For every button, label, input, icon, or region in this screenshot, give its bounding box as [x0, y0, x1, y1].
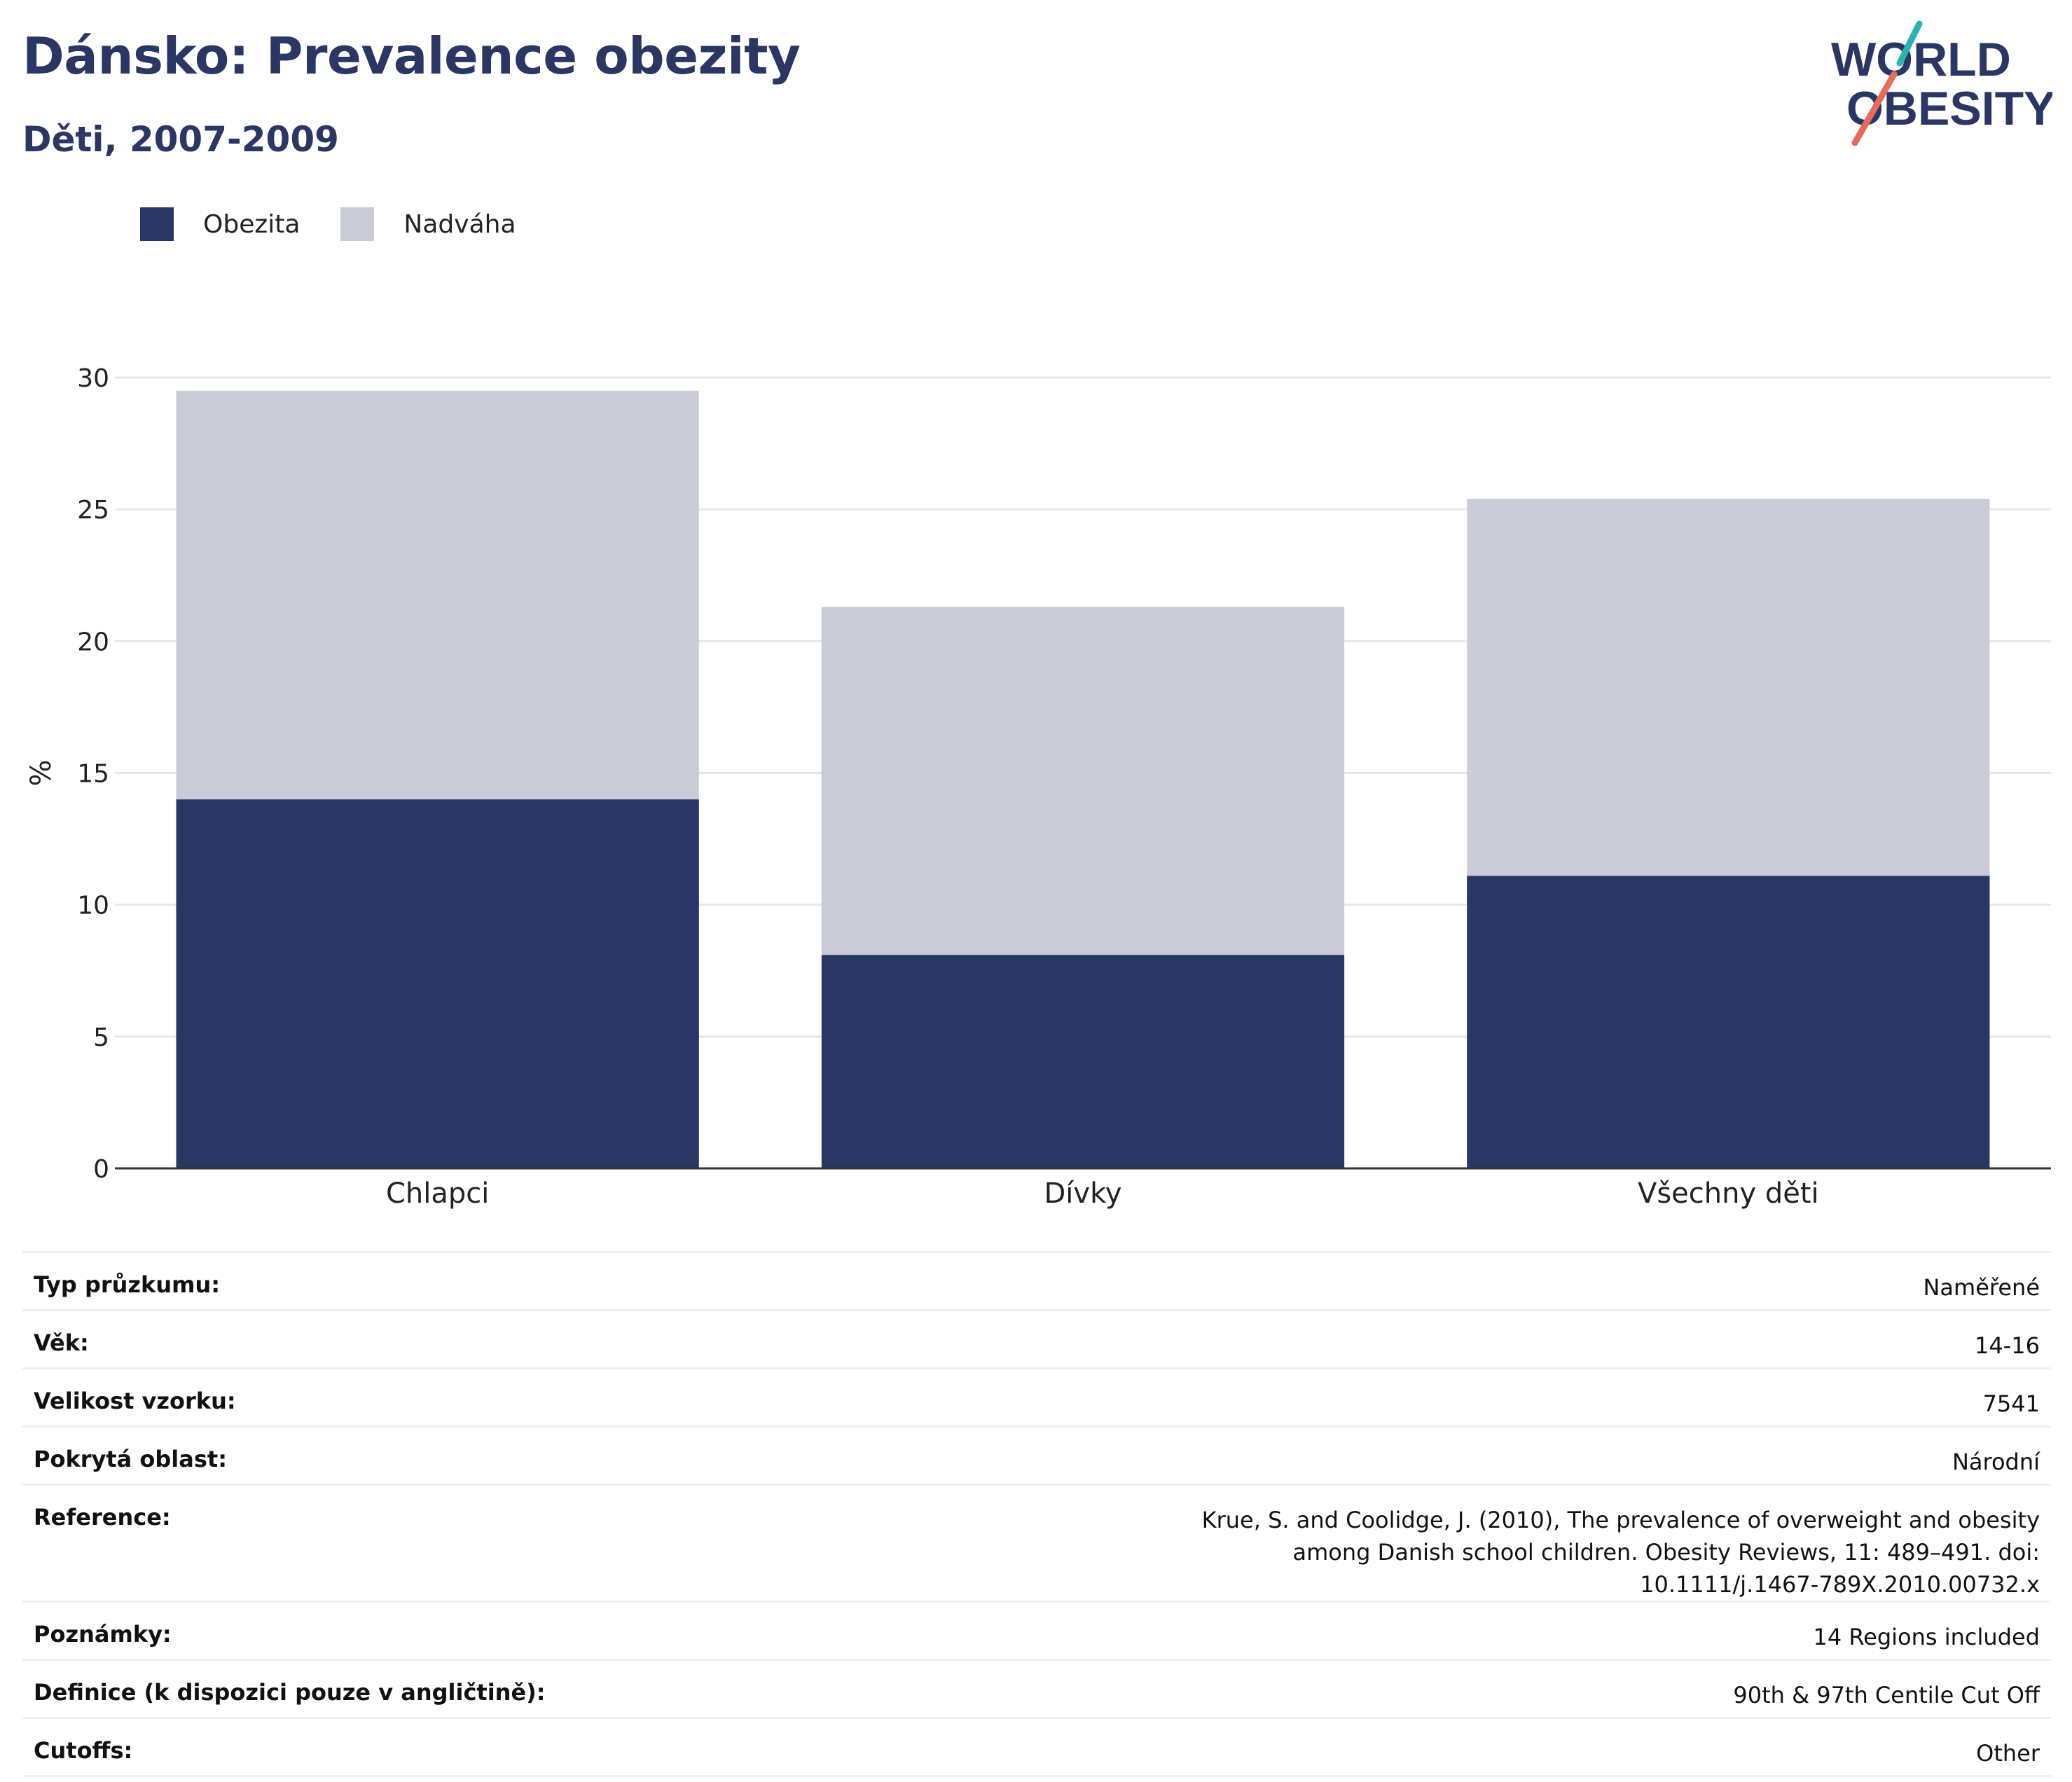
- logo-accent-bottom: [1851, 71, 1898, 146]
- logo-text-obesity: OBESITY: [1846, 82, 2052, 135]
- x-tick-label: Všechny děti: [1638, 1177, 1819, 1210]
- info-value: 14 Regions included: [556, 1601, 2051, 1660]
- info-row: Reference: Krue, S. and Coolidge, J. (20…: [22, 1484, 2051, 1602]
- y-tick-label: 15: [77, 760, 109, 789]
- info-row: Poznámky: 14 Regions included: [22, 1601, 2051, 1660]
- info-value-reference: Krue, S. and Coolidge, J. (2010), The pr…: [556, 1484, 2051, 1602]
- info-row: Pokrytá oblast: Národní: [22, 1425, 2051, 1485]
- logo-text-world: WORLD: [1831, 33, 2011, 86]
- x-tick-label: Chlapci: [386, 1177, 489, 1210]
- logo-accent-top: [1896, 20, 1923, 67]
- info-label: Věk:: [22, 1309, 557, 1369]
- y-tick-label: 25: [77, 496, 109, 525]
- info-row: Cutoffs: Other: [22, 1717, 2051, 1777]
- info-label: Definice (k dispozici pouze v angličtině…: [22, 1659, 557, 1718]
- survey-info-table: Typ průzkumu: Naměřené Věk: 14-16 Veliko…: [22, 1251, 2051, 1777]
- info-row: Definice (k dispozici pouze v angličtině…: [22, 1659, 2051, 1718]
- y-tick-label: 30: [77, 364, 109, 393]
- info-value: 14-16: [556, 1309, 2051, 1369]
- info-label: Poznámky:: [22, 1601, 557, 1660]
- info-row: Věk: 14-16: [22, 1309, 2051, 1369]
- legend-swatch-obezita: [140, 207, 174, 241]
- bar-nadváha-3: [1467, 499, 1990, 876]
- bar-nadváha-1: [176, 390, 699, 800]
- y-tick-label: 10: [77, 892, 109, 920]
- bar-obezita-3: [1467, 876, 1990, 1168]
- legend: Obezita Nadváha: [140, 207, 557, 241]
- legend-item-obezita[interactable]: Obezita: [140, 207, 300, 241]
- world-obesity-logo: WORLD OBESITY: [1831, 20, 2052, 146]
- info-value: 7541: [556, 1367, 2051, 1427]
- bar-obezita-2: [821, 955, 1345, 1168]
- info-label: Velikost vzorku:: [22, 1367, 557, 1427]
- info-value: Other: [556, 1717, 2051, 1777]
- legend-label-obezita: Obezita: [203, 209, 301, 239]
- y-tick-label: 5: [93, 1023, 109, 1052]
- info-label: Pokrytá oblast:: [22, 1425, 557, 1485]
- info-value: Naměřené: [556, 1251, 2051, 1311]
- info-label: Reference:: [22, 1484, 557, 1602]
- info-value: 90th & 97th Centile Cut Off: [556, 1659, 2051, 1718]
- bar-nadváha-2: [821, 607, 1345, 955]
- info-row: Typ průzkumu: Naměřené: [22, 1251, 2051, 1311]
- legend-label-nadvaha: Nadváha: [403, 209, 516, 239]
- info-label: Typ průzkumu:: [22, 1251, 557, 1311]
- info-row: Velikost vzorku: 7541: [22, 1367, 2051, 1427]
- chart-subtitle: Děti, 2007-2009: [22, 119, 339, 160]
- chart-title: Dánsko: Prevalence obezity: [22, 27, 801, 85]
- y-tick-label: 20: [77, 628, 109, 656]
- bar-obezita-1: [176, 799, 699, 1168]
- legend-swatch-nadvaha: [340, 207, 375, 241]
- info-label: Cutoffs:: [22, 1717, 557, 1777]
- y-axis-label: %: [25, 759, 57, 786]
- info-value: Národní: [556, 1425, 2051, 1485]
- legend-item-nadvaha[interactable]: Nadváha: [340, 207, 516, 241]
- y-tick-label: 0: [93, 1155, 109, 1184]
- x-tick-label: Dívky: [1044, 1177, 1122, 1210]
- bar-chart: 0 5 10 15 20 25 30 Chlapci Dívky Všechny děti%: [25, 364, 2051, 1210]
